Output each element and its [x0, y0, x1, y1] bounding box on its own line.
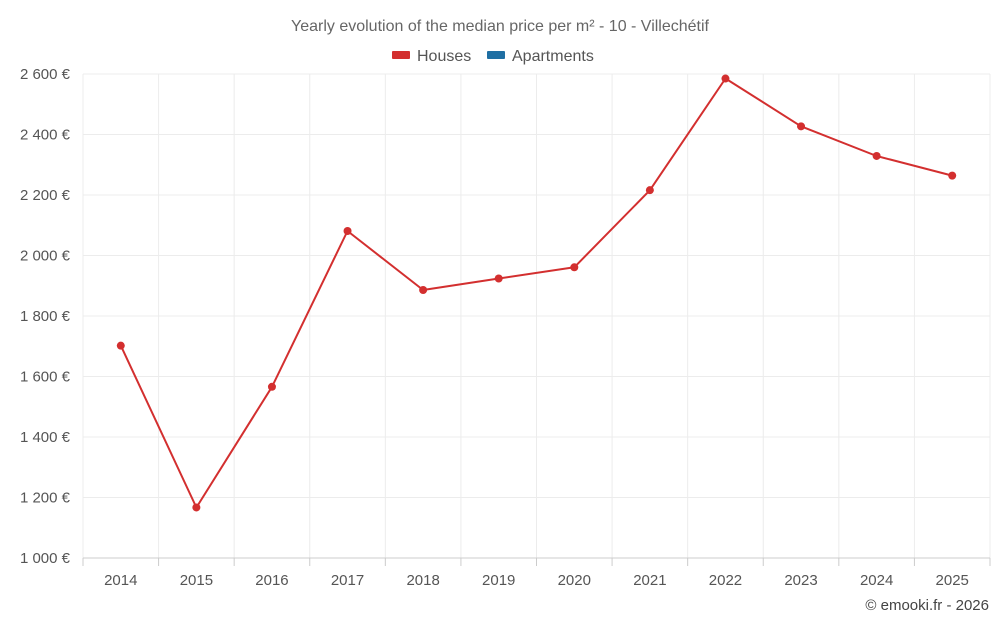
series-line-houses — [119, 77, 953, 509]
y-tick-label: 2 200 € — [20, 187, 71, 204]
x-tick-label: 2020 — [558, 572, 591, 589]
data-point-houses[interactable] — [494, 274, 503, 283]
x-tick-label: 2021 — [633, 572, 666, 589]
y-tick-label: 1 600 € — [20, 369, 71, 386]
data-point-houses[interactable] — [116, 341, 125, 350]
data-point-houses[interactable] — [721, 74, 730, 83]
legend-item-apartments[interactable]: Apartments — [487, 48, 594, 65]
legend-item-houses[interactable]: Houses — [392, 48, 471, 65]
data-point-houses[interactable] — [267, 382, 276, 391]
data-point-houses[interactable] — [872, 151, 881, 160]
x-tick-label: 2025 — [936, 572, 969, 589]
x-tick-label: 2015 — [180, 572, 213, 589]
data-point-houses[interactable] — [948, 171, 957, 180]
x-tick-label: 2022 — [709, 572, 742, 589]
x-tick-label: 2014 — [104, 572, 137, 589]
x-tick-label: 2024 — [860, 572, 893, 589]
y-tick-label: 1 800 € — [20, 308, 71, 325]
series — [116, 74, 957, 512]
y-tick-label: 2 600 € — [20, 66, 71, 83]
y-tick-label: 2 400 € — [20, 127, 71, 144]
chart-title: Yearly evolution of the median price per… — [291, 18, 710, 35]
y-tick-label: 2 000 € — [20, 248, 71, 265]
x-tick-label: 2016 — [255, 572, 288, 589]
data-point-houses[interactable] — [797, 122, 806, 131]
y-tick-label: 1 000 € — [20, 550, 71, 567]
y-axis: 1 000 € 1 200 € 1 400 € 1 600 € 1 800 € 2 000… — [20, 66, 71, 567]
data-point-houses[interactable] — [192, 503, 201, 512]
x-axis: 2014 2015 2016 2017 2018 2019 2020 2021 2022 2023… — [82, 557, 991, 589]
x-tick-label: 2019 — [482, 572, 515, 589]
x-tick-label: 2017 — [331, 572, 364, 589]
legend-label-houses: Houses — [417, 48, 471, 65]
y-tick-label: 1 200 € — [20, 490, 71, 507]
credit-text: © emooki.fr - 2026 — [865, 597, 989, 614]
legend: Houses Apartments — [392, 48, 594, 65]
data-point-houses[interactable] — [645, 186, 654, 195]
data-point-houses[interactable] — [419, 285, 428, 294]
data-point-houses[interactable] — [570, 263, 579, 272]
x-tick-label: 2018 — [406, 572, 439, 589]
y-tick-label: 1 400 € — [20, 429, 71, 446]
legend-label-apartments: Apartments — [512, 48, 594, 65]
legend-swatch-houses — [392, 51, 410, 59]
legend-swatch-apartments — [487, 51, 505, 59]
data-point-houses[interactable] — [343, 226, 352, 235]
grid — [82, 73, 991, 559]
x-tick-label: 2023 — [784, 572, 817, 589]
